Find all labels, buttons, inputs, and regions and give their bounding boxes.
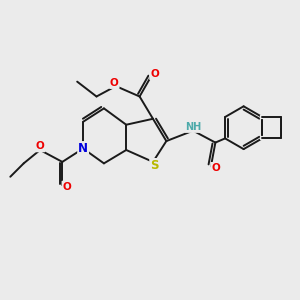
Text: N: N: [78, 142, 88, 155]
Text: O: O: [110, 78, 119, 88]
Text: S: S: [150, 159, 159, 172]
Text: O: O: [62, 182, 71, 192]
Text: O: O: [36, 141, 44, 152]
Text: O: O: [150, 69, 159, 79]
Text: O: O: [211, 163, 220, 173]
Text: NH: NH: [186, 122, 202, 132]
